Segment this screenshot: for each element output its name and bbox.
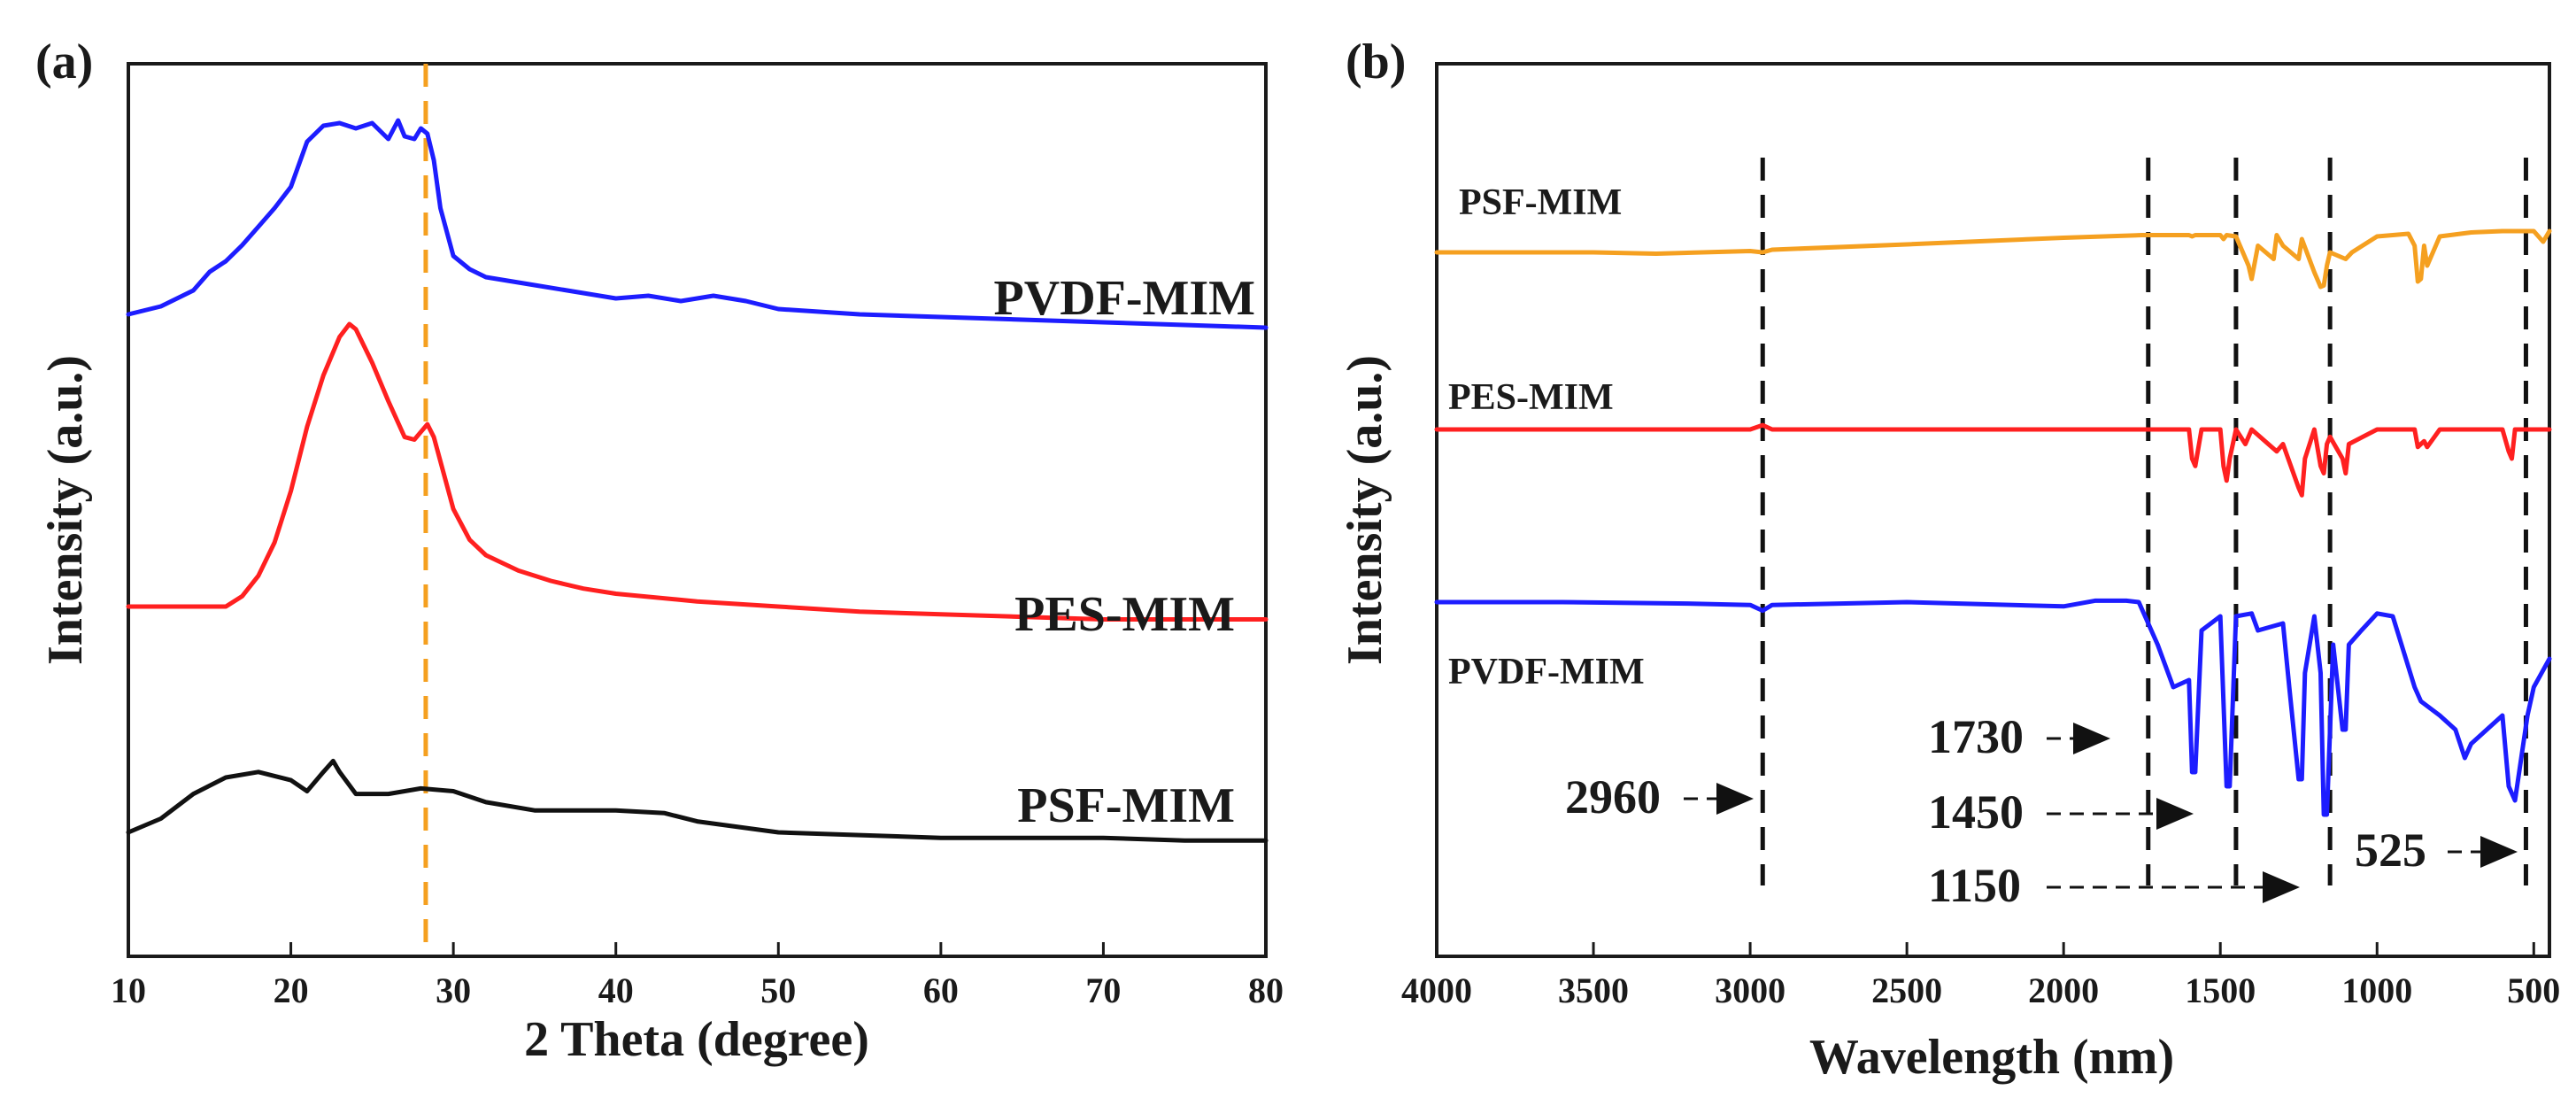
- panel-b-tick-label-2000: 2000: [2028, 970, 2099, 1010]
- panel-b-series-group: [1434, 228, 2552, 817]
- panel-a-tick-label-60: 60: [923, 970, 959, 1010]
- panel-a-tick-label-50: 50: [760, 970, 796, 1010]
- panel-b-annotation-1150: 1150: [1928, 859, 2021, 912]
- panel-a-tick-label-70: 70: [1085, 970, 1121, 1010]
- panel-b-label-pvdf-mim: PVDF-MIM: [1448, 652, 1645, 692]
- panel-b-reference-lines: [1760, 158, 2528, 885]
- panel-a-series-group: [126, 118, 1269, 843]
- panel-b-annotation-2960: 2960: [1565, 770, 1661, 824]
- panel-b-annotation-525: 525: [2355, 824, 2426, 877]
- panel-b-tick-label-500: 500: [2507, 970, 2560, 1010]
- panel-b-frame: [1435, 62, 2551, 958]
- panel-a-series-pvdf-mim: [126, 118, 1269, 330]
- panel-b-annotation-1450: 1450: [1928, 785, 2024, 839]
- panel-a: (a) 10 20 30 40 50 60 70 80 2 Theta (degree) In…: [35, 35, 1284, 1067]
- panel-b: (b) 4000 3500 3000 2500 2000 1500 1000 500 Wave…: [1338, 35, 2560, 1085]
- panel-b-tick-label-2500: 2500: [1871, 970, 1942, 1010]
- panel-b-tick-label-3000: 3000: [1715, 970, 1785, 1010]
- panel-b-series-pvdf-mim: [1434, 598, 2552, 817]
- panel-a-x-axis-label: 2 Theta (degree): [524, 1012, 869, 1067]
- panel-a-tick-label-20: 20: [274, 970, 309, 1010]
- panel-b-x-axis-label: Wavelength (nm): [1809, 1030, 2174, 1085]
- panel-b-tick-label-3500: 3500: [1558, 970, 1629, 1010]
- panel-a-x-ticks: 10 20 30 40 50 60 70 80: [111, 942, 1284, 1010]
- panel-b-y-axis-label: Intensity (a.u.): [1338, 355, 1392, 665]
- panel-b-tick-label-1000: 1000: [2341, 970, 2412, 1010]
- panel-b-series-psf-mim: [1434, 228, 2552, 290]
- panel-a-tick-label-10: 10: [111, 970, 146, 1010]
- panel-a-tick-label-30: 30: [436, 970, 471, 1010]
- panel-a-series-pes-mim: [126, 321, 1269, 622]
- panel-b-annotation-1730: 1730: [1928, 710, 2024, 763]
- panel-a-tick-label-40: 40: [598, 970, 634, 1010]
- panel-a-series-psf-mim: [126, 758, 1269, 843]
- panel-a-y-axis-label: Intensity (a.u.): [38, 355, 93, 665]
- panel-a-label-pvdf-mim: PVDF-MIM: [994, 271, 1255, 326]
- panel-b-tick-label-1500: 1500: [2185, 970, 2256, 1010]
- panel-b-label-pes-mim: PES-MIM: [1448, 377, 1614, 418]
- panel-b-series-pes-mim: [1434, 422, 2552, 498]
- panel-b-label: (b): [1346, 35, 1406, 89]
- panel-a-label-pes-mim: PES-MIM: [1014, 587, 1235, 642]
- panel-a-frame: [127, 62, 1268, 958]
- panel-b-label-psf-mim: PSF-MIM: [1459, 182, 1622, 223]
- panel-b-tick-label-4000: 4000: [1401, 970, 1472, 1010]
- panel-a-tick-label-80: 80: [1248, 970, 1284, 1010]
- panel-a-label: (a): [35, 35, 93, 89]
- panel-b-x-ticks: 4000 3500 3000 2500 2000 1500 1000 500: [1401, 942, 2560, 1010]
- panel-a-label-psf-mim: PSF-MIM: [1017, 778, 1235, 833]
- panel-b-annotations: 2960 1730 1450 1150 525: [1565, 710, 2518, 912]
